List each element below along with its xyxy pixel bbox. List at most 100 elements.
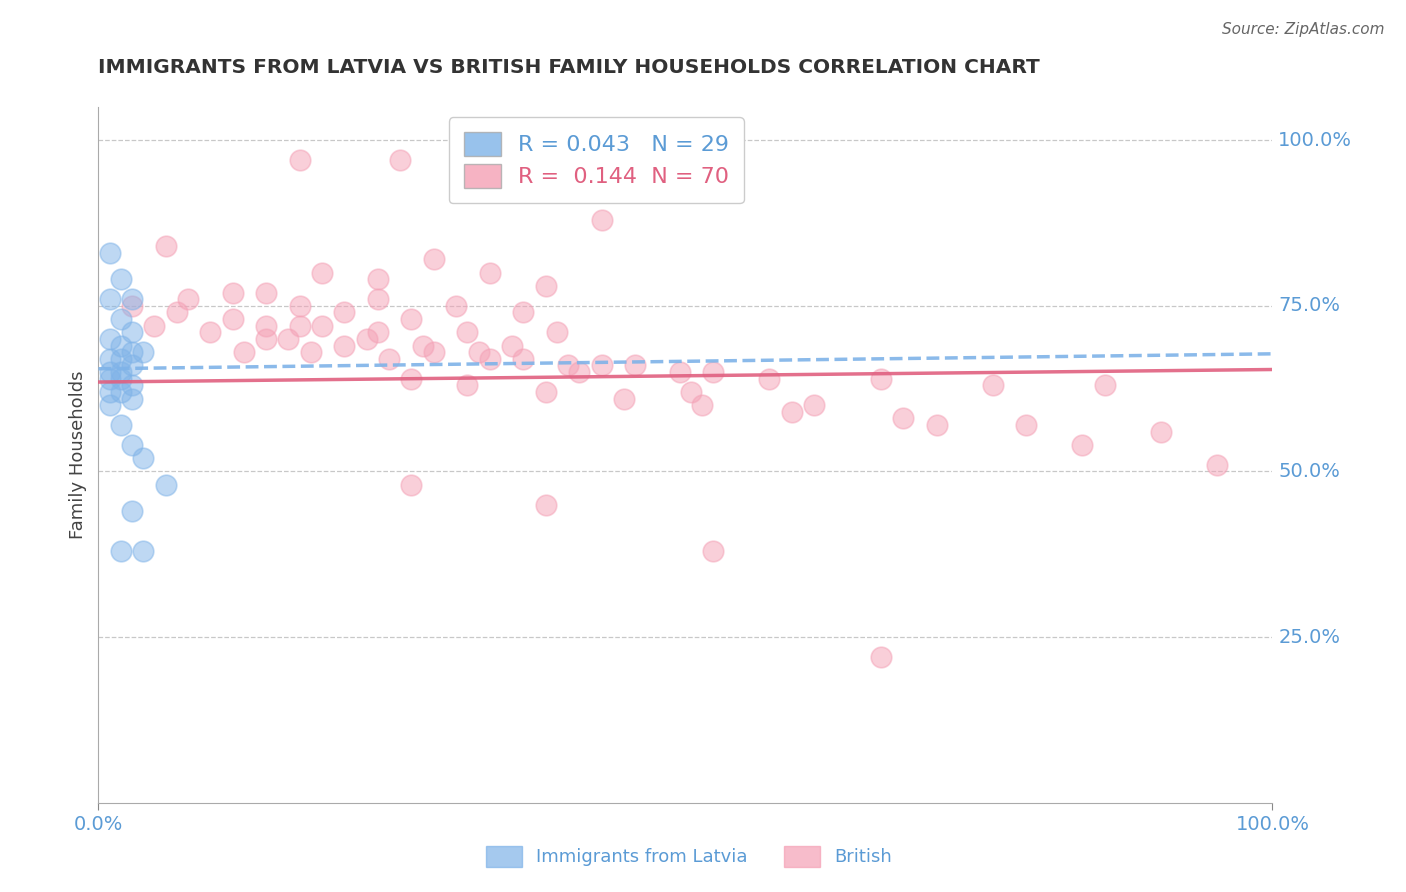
Point [444, 299, 467, 313]
Point [803, 398, 825, 412]
Point [132, 451, 155, 466]
Point [311, 318, 333, 333]
Point [110, 544, 132, 558]
Point [456, 326, 478, 340]
Text: IMMIGRANTS FROM LATVIA VS BRITISH FAMILY HOUSEHOLDS CORRELATION CHART: IMMIGRANTS FROM LATVIA VS BRITISH FAMILY… [98, 58, 1040, 77]
Point [401, 372, 423, 386]
Point [557, 359, 579, 373]
Point [98, 351, 121, 366]
Point [98, 398, 121, 412]
Point [534, 279, 557, 293]
Point [98, 332, 121, 346]
Point [613, 392, 636, 406]
Point [121, 438, 143, 452]
Legend: Immigrants from Latvia, British: Immigrants from Latvia, British [478, 838, 900, 874]
Point [155, 477, 177, 491]
Point [568, 365, 591, 379]
Point [299, 345, 322, 359]
Point [98, 292, 121, 306]
Point [679, 384, 702, 399]
Point [478, 266, 501, 280]
Point [591, 212, 613, 227]
Point [110, 418, 132, 433]
Point [121, 292, 143, 306]
Point [166, 305, 188, 319]
Point [98, 384, 121, 399]
Point [110, 384, 132, 399]
Point [780, 405, 803, 419]
Point [110, 312, 132, 326]
Point [254, 318, 277, 333]
Point [546, 326, 568, 340]
Point [221, 312, 243, 326]
Point [121, 359, 143, 373]
Point [534, 498, 557, 512]
Point [110, 272, 132, 286]
Point [401, 312, 423, 326]
Point [367, 272, 389, 286]
Point [177, 292, 200, 306]
Point [981, 378, 1004, 392]
Point [277, 332, 299, 346]
Point [200, 326, 222, 340]
Point [254, 285, 277, 300]
Point [98, 372, 121, 386]
Point [121, 326, 143, 340]
Point [512, 305, 534, 319]
Point [534, 384, 557, 399]
Point [288, 153, 311, 167]
Point [1094, 378, 1116, 392]
Point [155, 239, 177, 253]
Point [254, 332, 277, 346]
Point [98, 365, 121, 379]
Y-axis label: Family Households: Family Households [69, 371, 87, 539]
Point [893, 411, 915, 425]
Point [132, 544, 155, 558]
Point [288, 299, 311, 313]
Point [1149, 425, 1171, 439]
Point [356, 332, 378, 346]
Point [110, 351, 132, 366]
Point [389, 153, 412, 167]
Point [401, 477, 423, 491]
Point [512, 351, 534, 366]
Point [288, 318, 311, 333]
Point [121, 299, 143, 313]
Point [702, 365, 724, 379]
Point [423, 345, 446, 359]
Point [221, 285, 243, 300]
Point [367, 292, 389, 306]
Point [591, 359, 613, 373]
Point [333, 338, 356, 352]
Point [870, 650, 893, 665]
Point [624, 359, 647, 373]
Point [143, 318, 166, 333]
Point [333, 305, 356, 319]
Point [758, 372, 780, 386]
Point [121, 378, 143, 392]
Point [121, 504, 143, 518]
Point [412, 338, 434, 352]
Point [669, 365, 692, 379]
Point [110, 365, 132, 379]
Point [110, 372, 132, 386]
Point [1071, 438, 1094, 452]
Text: 75.0%: 75.0% [1278, 296, 1340, 316]
Legend: R = 0.043   N = 29, R =  0.144  N = 70: R = 0.043 N = 29, R = 0.144 N = 70 [450, 118, 744, 203]
Point [423, 252, 446, 267]
Point [467, 345, 489, 359]
Point [478, 351, 501, 366]
Point [690, 398, 713, 412]
Point [1015, 418, 1038, 433]
Text: 50.0%: 50.0% [1278, 462, 1340, 481]
Point [98, 245, 121, 260]
Point [121, 345, 143, 359]
Point [501, 338, 523, 352]
Point [456, 378, 478, 392]
Point [1205, 458, 1227, 472]
Text: Source: ZipAtlas.com: Source: ZipAtlas.com [1222, 22, 1385, 37]
Point [870, 372, 893, 386]
Point [121, 392, 143, 406]
Point [232, 345, 254, 359]
Text: 25.0%: 25.0% [1278, 628, 1340, 647]
